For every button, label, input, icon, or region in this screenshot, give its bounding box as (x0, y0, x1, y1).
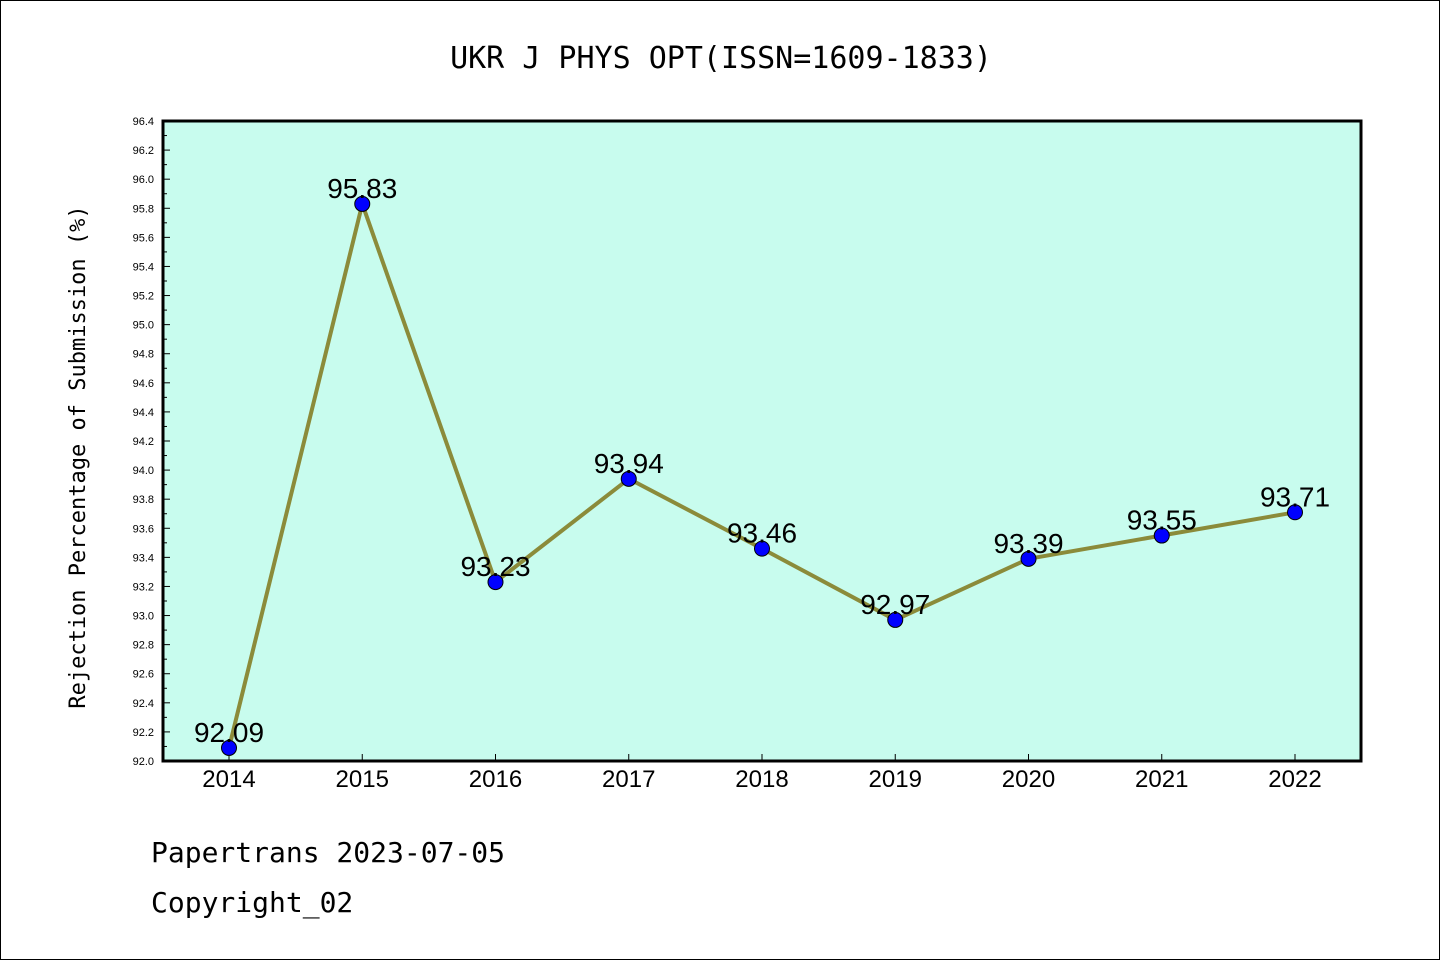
y-tick-label: 93.2 (133, 581, 154, 593)
data-label: 92.09 (194, 717, 264, 748)
x-tick-label: 2016 (469, 766, 522, 793)
data-point (354, 195, 371, 212)
data-label: 93.55 (1127, 505, 1197, 536)
x-tick-label: 2020 (1002, 766, 1055, 793)
x-axis: 2014 2015 2016 2017 2018 2019 2020 2021 2022 (202, 754, 1322, 793)
y-tick-label: 95.0 (133, 320, 154, 332)
data-label: 93.46 (727, 518, 797, 549)
data-point (887, 611, 904, 628)
footer-date: Papertrans 2023-07-05 (151, 836, 506, 869)
x-tick-label: 2018 (735, 766, 788, 793)
footer-copyright: Copyright_02 (151, 886, 354, 919)
x-tick-label: 2021 (1135, 766, 1188, 793)
y-tick-label: 94.2 (133, 436, 154, 448)
data-label: 93.71 (1260, 481, 1330, 512)
y-tick-label: 94.6 (133, 378, 154, 390)
y-tick-label: 93.4 (133, 552, 154, 564)
y-tick-label: 93.6 (133, 523, 154, 535)
data-point (487, 574, 504, 591)
y-tick-label: 92.2 (133, 727, 154, 739)
x-tick-label: 2015 (336, 766, 389, 793)
data-point (1153, 527, 1170, 544)
y-axis-label: Rejection Percentage of Submission (%) (66, 205, 91, 708)
y-tick-label: 96.0 (133, 174, 154, 186)
data-label: 95.83 (327, 173, 397, 204)
data-point (1287, 504, 1303, 521)
y-tick-label: 96.4 (133, 116, 154, 128)
y-axis: 92.0 92.2 92.4 92.6 92.8 93.0 93.2 93.4 93.6 93.8… (133, 116, 170, 768)
data-label: 93.39 (993, 528, 1063, 559)
data-point (221, 739, 237, 756)
data-markers (221, 195, 1303, 756)
y-tick-label: 92.8 (133, 640, 154, 652)
y-tick-label: 92.6 (133, 669, 154, 681)
data-label: 93.94 (594, 448, 664, 479)
y-tick-label: 95.8 (133, 203, 154, 215)
y-tick-label: 92.0 (133, 756, 154, 768)
chart-title: UKR J PHYS OPT(ISSN=1609-1833) (450, 41, 992, 76)
data-point (620, 470, 637, 487)
data-point (1020, 550, 1037, 567)
x-tick-label: 2017 (602, 766, 655, 793)
data-label: 92.97 (860, 589, 930, 620)
y-tick-label: 93.0 (133, 611, 154, 623)
y-tick-label: 94.0 (133, 465, 154, 477)
y-tick-label: 95.2 (133, 291, 154, 303)
y-tick-label: 94.4 (133, 407, 154, 419)
x-tick-label: 2022 (1268, 766, 1321, 793)
y-tick-label: 94.8 (133, 349, 154, 361)
y-tick-label: 92.4 (133, 698, 154, 710)
plot-area (161, 119, 1363, 763)
data-labels: 92.09 95.83 93.23 93.94 93.46 92.97 93.39 93.55… (194, 173, 1330, 748)
data-label: 93.23 (460, 551, 530, 582)
y-tick-label: 93.8 (133, 494, 154, 506)
y-tick-label: 95.4 (133, 261, 154, 273)
y-tick-label: 96.2 (133, 145, 154, 157)
x-tick-label: 2019 (869, 766, 922, 793)
data-point (754, 540, 770, 557)
x-tick-label: 2014 (202, 766, 255, 793)
y-tick-label: 95.6 (133, 232, 154, 244)
